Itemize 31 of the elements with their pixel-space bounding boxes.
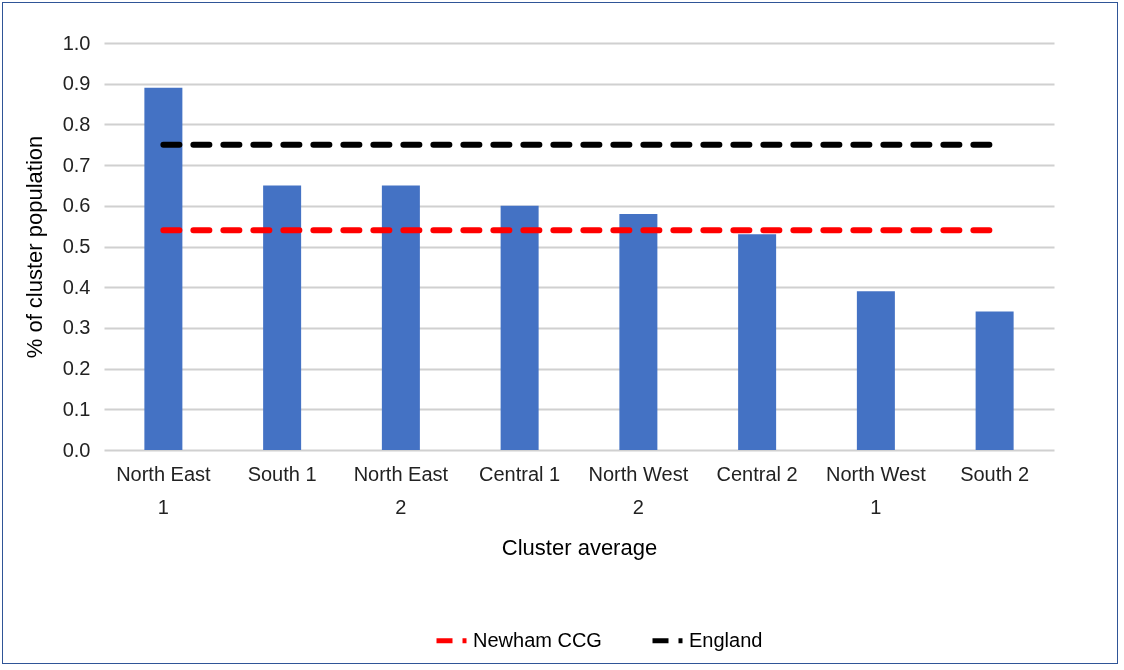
legend-label: England	[689, 628, 763, 651]
y-tick-label: 0.2	[62, 357, 91, 380]
bar	[144, 87, 183, 450]
y-tick-label: 0.0	[62, 438, 91, 461]
y-tick-label: 0.5	[62, 235, 91, 257]
y-tick-label: 0.7	[62, 153, 91, 176]
bar	[263, 185, 302, 450]
x-tick-label: North West 1	[826, 462, 927, 518]
x-tick-label: North East 1	[116, 462, 212, 518]
x-tick-label: Central 1	[479, 462, 561, 485]
x-tick-label: Central 2	[716, 462, 798, 485]
bar	[381, 185, 420, 450]
x-tick-label: North West 2	[588, 462, 689, 518]
x-tick-label: South 1	[247, 462, 317, 485]
bar	[738, 234, 777, 450]
y-tick-label: 0.3	[62, 316, 91, 339]
y-tick-label: 0.8	[62, 112, 91, 135]
y-tick-label: 1.0	[62, 31, 91, 54]
bar	[975, 311, 1014, 450]
y-tick-label: 0.1	[62, 397, 91, 420]
y-axis-title: % of cluster population	[21, 135, 47, 359]
y-tick-label: 0.4	[62, 275, 91, 298]
legend-label: Newham CCG	[473, 628, 602, 651]
x-tick-label: South 2	[960, 462, 1030, 485]
y-tick-label: 0.9	[62, 72, 91, 95]
x-tick-label: North East 2	[353, 462, 449, 518]
bar	[856, 291, 895, 450]
y-tick-label: 0.6	[62, 194, 91, 217]
bar	[619, 213, 658, 450]
x-axis-title: Cluster average	[501, 534, 658, 560]
bar	[500, 205, 539, 450]
